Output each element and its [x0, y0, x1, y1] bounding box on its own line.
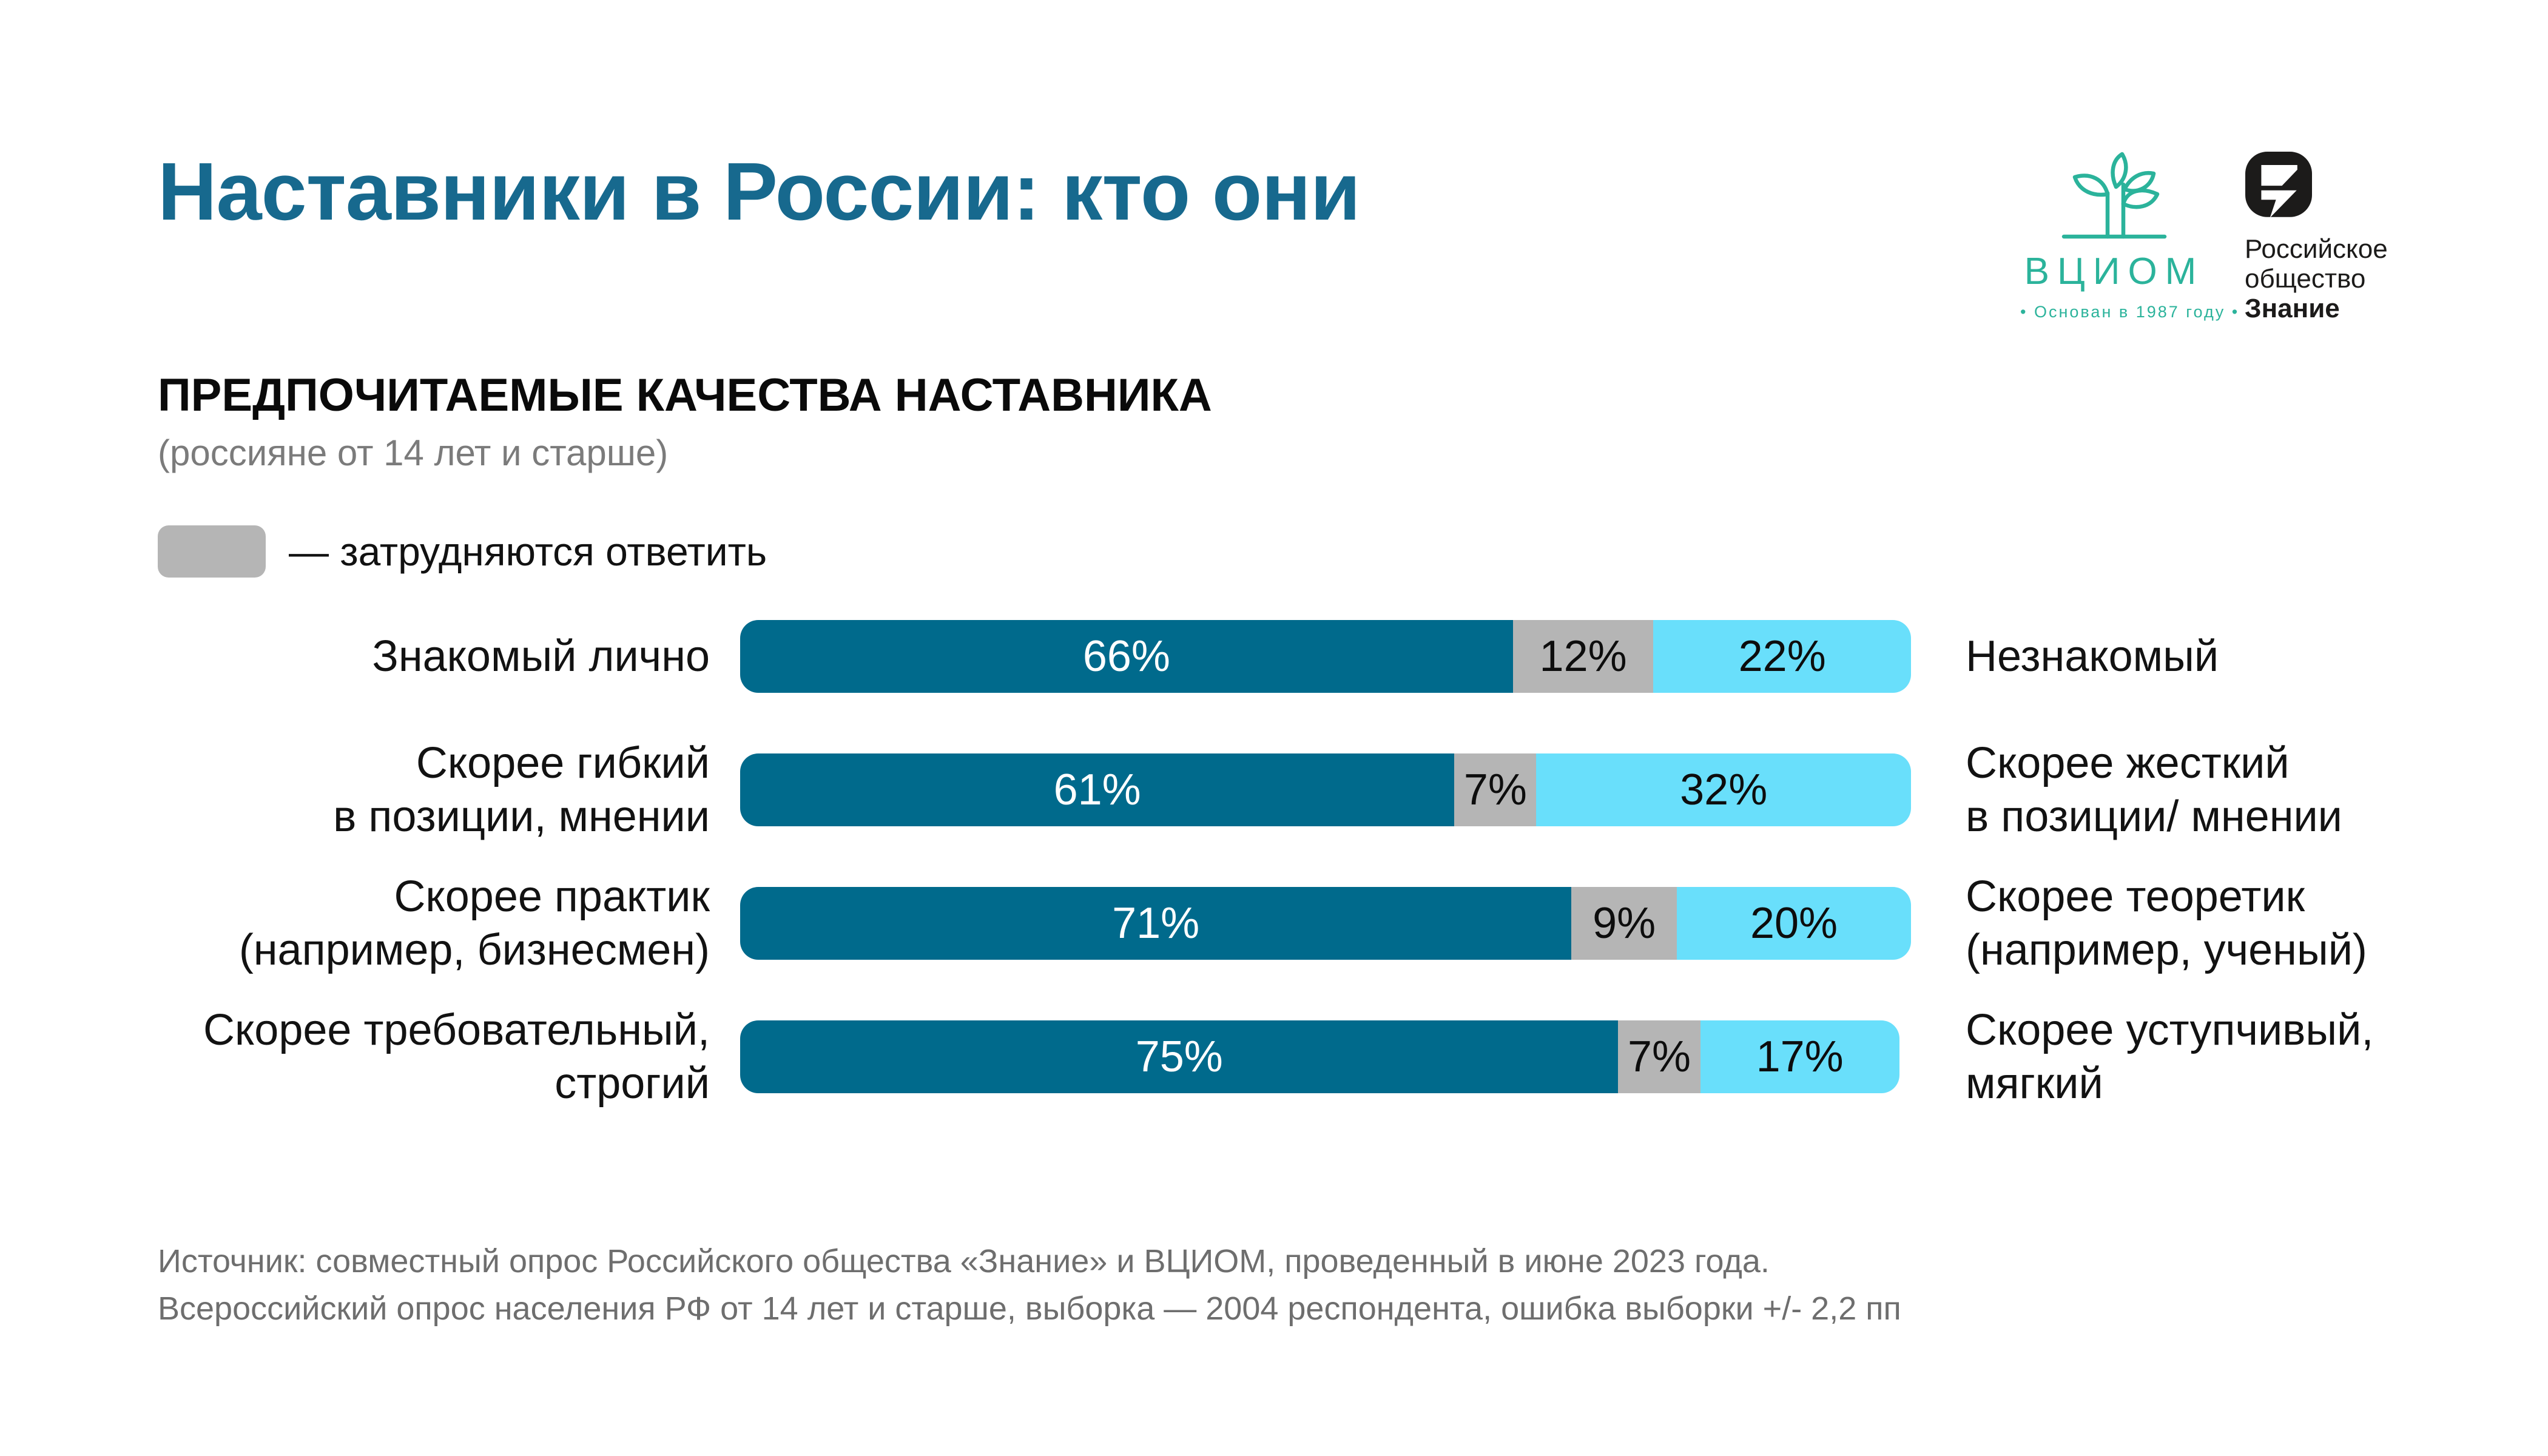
stacked-bar: 71% 9% 20%: [740, 887, 1911, 960]
chart-row: Скорее требовательный, строгий 75% 7% 17…: [158, 1006, 2415, 1108]
segment-value: 61%: [1053, 766, 1141, 814]
znanie-logo-text: Российское общество Знание: [2245, 234, 2499, 323]
segment-value: 12%: [1539, 632, 1627, 681]
bar-track: 75% 7% 17%: [740, 1020, 1911, 1093]
bar-segment-undecided: 9%: [1571, 887, 1677, 960]
chart-subtitle: (россияне от 14 лет и старше): [158, 433, 669, 473]
row-left-label: Скорее гибкий в позиции, мнении: [333, 739, 710, 841]
legend: — затрудняются ответить: [158, 525, 767, 578]
bar-segment-right-option: 32%: [1536, 753, 1911, 826]
segment-value: 17%: [1756, 1033, 1844, 1081]
znanie-line: Знание: [2245, 294, 2340, 323]
znanie-logo-icon: [2245, 152, 2312, 218]
chart-row: Скорее практик (например, бизнесмен) 71%…: [158, 872, 2415, 974]
segment-value: 75%: [1135, 1033, 1223, 1081]
row-left-label: Знакомый лично: [372, 632, 710, 681]
bar-segment-left-option: 61%: [740, 753, 1455, 826]
bar-segment-right-option: 20%: [1677, 887, 1911, 960]
stacked-bar: 75% 7% 17%: [740, 1020, 1899, 1093]
znanie-line: общество: [2245, 264, 2366, 294]
bar-segment-right-option: 17%: [1700, 1020, 1899, 1093]
source-line: Всероссийский опрос населения РФ от 14 л…: [158, 1290, 1901, 1327]
chart-row: Скорее гибкий в позиции, мнении 61% 7% 3…: [158, 739, 2415, 841]
segment-value: 9%: [1592, 899, 1656, 948]
bar-segment-undecided: 12%: [1512, 620, 1654, 693]
bar-segment-left-option: 66%: [740, 620, 1513, 693]
source-note: Источник: совместный опрос Российского о…: [158, 1238, 1901, 1332]
row-right-label: Скорее теоретик (например, ученый): [1966, 872, 2367, 974]
row-left-label: Скорее требовательный, строгий: [203, 1006, 710, 1108]
legend-label: — затрудняются ответить: [289, 529, 767, 574]
bar-track: 71% 9% 20%: [740, 887, 1911, 960]
vciom-wordmark: ВЦИОМ: [2024, 251, 2205, 292]
bar-segment-left-option: 75%: [740, 1020, 1619, 1093]
row-left-label: Скорее практик (например, бизнесмен): [238, 872, 710, 974]
vciom-tree-icon: [2061, 152, 2167, 239]
segment-value: 7%: [1628, 1033, 1691, 1081]
legend-swatch-undecided: [158, 525, 266, 578]
znanie-line: Российское: [2245, 234, 2388, 264]
bar-segment-left-option: 71%: [740, 887, 1572, 960]
bar-track: 61% 7% 32%: [740, 753, 1911, 826]
bar-segment-undecided: 7%: [1618, 1020, 1700, 1093]
segment-value: 7%: [1463, 766, 1527, 814]
segment-value: 22%: [1738, 632, 1826, 681]
chart-row: Знакомый лично 66% 12% 22% Незнакомый: [158, 620, 2415, 693]
segment-value: 20%: [1750, 899, 1838, 948]
segment-value: 66%: [1082, 632, 1170, 681]
segment-value: 71%: [1112, 899, 1200, 948]
row-right-label: Скорее уступчивый, мягкий: [1966, 1006, 2374, 1108]
bar-track: 66% 12% 22%: [740, 620, 1911, 693]
page-title: Наставники в России: кто они: [158, 146, 1361, 237]
znanie-logo: Российское общество Знание: [2245, 152, 2499, 323]
stacked-bar-chart: Знакомый лично 66% 12% 22% Незнакомый Ск…: [158, 620, 2415, 1154]
stacked-bar: 66% 12% 22%: [740, 620, 1911, 693]
bar-segment-undecided: 7%: [1454, 753, 1537, 826]
segment-value: 32%: [1680, 766, 1768, 814]
source-line: Источник: совместный опрос Российского о…: [158, 1243, 1770, 1279]
bar-segment-right-option: 22%: [1653, 620, 1911, 693]
vciom-tagline: • Основан в 1987 году •: [2020, 303, 2240, 321]
stacked-bar: 61% 7% 32%: [740, 753, 1911, 826]
row-right-label: Незнакомый: [1966, 632, 2219, 681]
vciom-logo: ВЦИОМ • Основан в 1987 году •: [2020, 150, 2240, 322]
row-right-label: Скорее жесткий в позиции/ мнении: [1966, 739, 2342, 841]
chart-title: ПРЕДПОЧИТАЕМЫЕ КАЧЕСТВА НАСТАВНИКА: [158, 369, 1212, 421]
